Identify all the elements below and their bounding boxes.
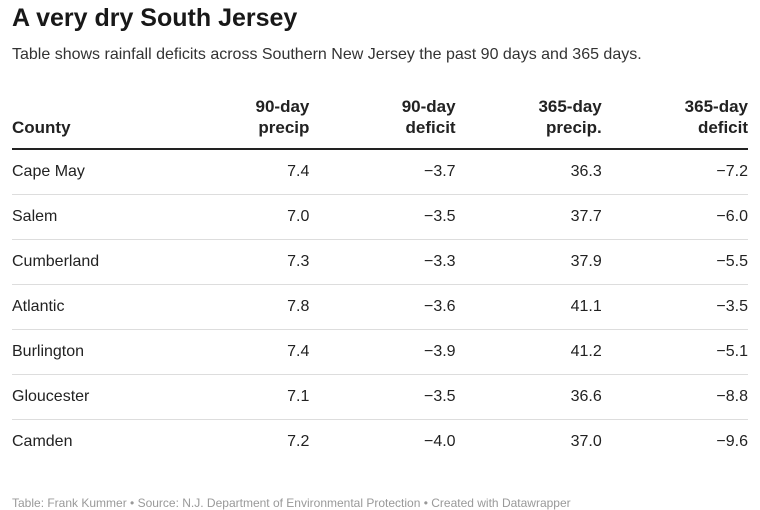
cell-90-day-deficit: −4.0	[423, 433, 456, 450]
table-row: Cumberland 7.3 −3.3 37.9 −5.5	[12, 239, 748, 285]
cell-90-day-deficit: −3.5	[309, 194, 456, 240]
cell-90-day-precip: 7.4	[163, 329, 310, 375]
table-row: Atlantic 7.8 −3.6 41.1 −3.5	[12, 284, 748, 330]
column-header-county-line-1: County	[12, 118, 71, 137]
column-header-365-day-precip: 365-day precip.	[455, 96, 602, 150]
cell-county: Cumberland	[12, 239, 164, 285]
column-header-365-day-deficit: 365-day deficit	[601, 96, 748, 150]
cell-90-day-deficit: −3.3	[309, 239, 456, 285]
cell-90-day-precip: 7.1	[163, 374, 310, 420]
cell-county: Cape May	[12, 149, 164, 195]
column-header-county: County	[12, 96, 164, 150]
cell-365-day-precip: 41.1	[455, 284, 602, 330]
column-header-line: precip.	[546, 118, 602, 137]
cell-county: Camden	[12, 433, 73, 450]
column-header-90-day-precip: 90-day precip	[163, 96, 310, 150]
column-header-line: 90-day	[255, 97, 310, 116]
cell-90-day-precip: 7.2	[287, 433, 310, 450]
cell-365-day-precip: 36.3	[455, 149, 602, 195]
page-subtitle: Table shows rainfall deficits across Sou…	[12, 46, 642, 63]
source-footer: Table: Frank Kummer • Source: N.J. Depar…	[12, 496, 571, 510]
cell-county: Burlington	[12, 329, 164, 375]
column-header-line: deficit	[405, 118, 456, 137]
cell-county: Atlantic	[12, 284, 164, 330]
cell-365-day-deficit: −9.6	[716, 433, 748, 450]
cell-365-day-deficit: −5.1	[601, 329, 748, 375]
cell-365-day-deficit: −7.2	[601, 149, 748, 195]
column-header-line: 90-day	[401, 97, 456, 116]
cell-90-day-precip: 7.4	[163, 149, 310, 195]
cell-365-day-precip: 37.7	[455, 194, 602, 240]
column-header-line: precip	[258, 118, 310, 137]
table-row: Cape May 7.4 −3.7 36.3 −7.2	[12, 149, 748, 195]
cell-365-day-deficit: −8.8	[601, 374, 748, 420]
cell-county: Salem	[12, 194, 164, 240]
cell-365-day-precip: 36.6	[455, 374, 602, 420]
cell-90-day-deficit: −3.6	[309, 284, 456, 330]
table-row: Burlington 7.4 −3.9 41.2 −5.1	[12, 329, 748, 375]
cell-365-day-precip: 37.0	[570, 433, 602, 450]
cell-90-day-precip: 7.3	[163, 239, 310, 285]
cell-365-day-deficit: −6.0	[601, 194, 748, 240]
cell-90-day-deficit: −3.9	[309, 329, 456, 375]
rainfall-table: County 90-day precip 90-day deficit 365-…	[12, 96, 748, 464]
table-row: Camden 7.2 −4.0 37.0 −9.6	[12, 420, 748, 465]
cell-365-day-deficit: −5.5	[601, 239, 748, 285]
table-row: Gloucester 7.1 −3.5 36.6 −8.8	[12, 374, 748, 420]
column-header-90-day-deficit: 90-day deficit	[309, 96, 456, 150]
cell-90-day-deficit: −3.7	[309, 149, 456, 195]
cell-90-day-precip: 7.0	[163, 194, 310, 240]
column-header-line: deficit	[697, 118, 748, 137]
cell-90-day-deficit: −3.5	[309, 374, 456, 420]
cell-county: Gloucester	[12, 374, 164, 420]
cell-365-day-precip: 41.2	[455, 329, 602, 375]
cell-365-day-precip: 37.9	[455, 239, 602, 285]
column-header-line: 365-day	[538, 97, 602, 116]
cell-90-day-precip: 7.8	[163, 284, 310, 330]
table-row: Salem 7.0 −3.5 37.7 −6.0	[12, 194, 748, 240]
column-header-line: 365-day	[684, 97, 748, 116]
page-title: A very dry South Jersey	[12, 4, 298, 32]
table-header-row: County 90-day precip 90-day deficit 365-…	[12, 96, 748, 150]
cell-365-day-deficit: −3.5	[601, 284, 748, 330]
